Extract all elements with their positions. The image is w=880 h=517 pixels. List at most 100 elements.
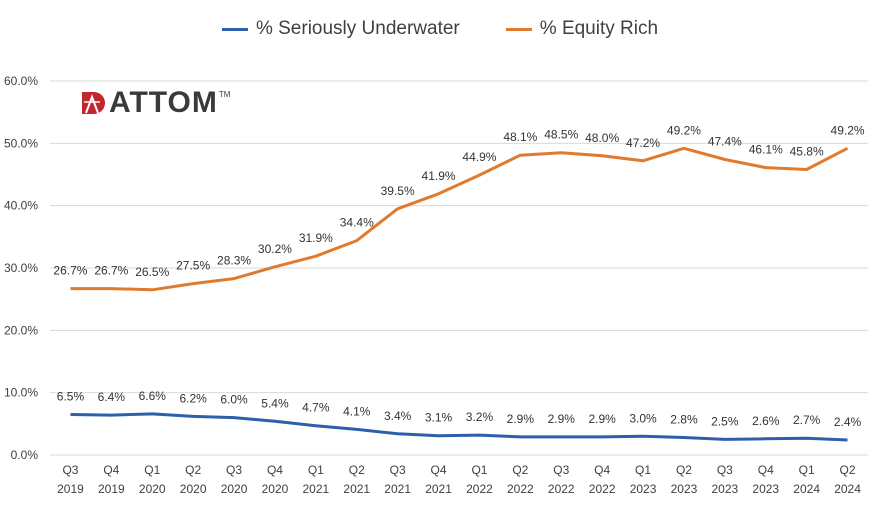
x-tick-quarter: Q3 — [390, 463, 406, 477]
data-labels: 6.5% 6.4% 6.6% 6.2% 6.0% 5.4% 4.7% 4.1% 3.4% 3.1%… — [53, 123, 864, 429]
legend: % Seriously Underwater % Equity Rich — [0, 18, 880, 40]
x-tick-quarter: Q1 — [471, 463, 487, 477]
y-tick-label: 30.0% — [4, 261, 38, 275]
data-label-equity-rich: 48.1% — [503, 130, 537, 144]
data-label-equity-rich: 48.0% — [585, 131, 619, 145]
y-tick-label: 40.0% — [4, 199, 38, 213]
x-tick-quarter: Q4 — [758, 463, 774, 477]
gridlines — [50, 80, 868, 456]
series-line-underwater — [70, 412, 848, 442]
x-tick-year: 2021 — [302, 482, 329, 496]
series-line-equity-rich — [70, 146, 849, 292]
x-tick-quarter: Q3 — [226, 463, 242, 477]
data-label-underwater: 6.0% — [220, 393, 248, 407]
data-label-underwater: 2.9% — [588, 412, 616, 426]
y-tick-label: 50.0% — [4, 136, 38, 150]
data-label-underwater: 4.7% — [302, 401, 330, 415]
x-tick-year: 2021 — [425, 482, 452, 496]
x-tick-quarter: Q1 — [144, 463, 160, 477]
data-label-underwater: 3.2% — [466, 410, 494, 424]
x-tick-quarter: Q1 — [635, 463, 651, 477]
x-tick-quarter: Q1 — [308, 463, 324, 477]
data-label-equity-rich: 47.2% — [626, 136, 660, 150]
data-label-equity-rich: 31.9% — [299, 231, 333, 245]
x-tick-year: 2020 — [221, 482, 248, 496]
legend-label-underwater: % Seriously Underwater — [255, 18, 460, 39]
legend-swatch-equity-rich — [505, 27, 532, 31]
data-label-underwater: 3.1% — [425, 411, 453, 425]
x-tick-year: 2023 — [671, 482, 698, 496]
data-label-equity-rich: 45.8% — [790, 145, 824, 159]
data-label-underwater: 2.5% — [711, 414, 739, 428]
x-tick-year: 2022 — [466, 482, 493, 496]
x-tick-quarter: Q3 — [62, 463, 78, 477]
x-tick-quarter: Q4 — [103, 463, 119, 477]
x-tick-year: 2022 — [589, 482, 616, 496]
data-label-underwater: 6.5% — [57, 389, 85, 403]
x-tick-year: 2019 — [57, 482, 84, 496]
x-tick-quarter: Q2 — [349, 463, 365, 477]
x-tick-quarter: Q1 — [799, 463, 815, 477]
data-label-underwater: 2.4% — [834, 415, 862, 429]
y-axis-ticks: 0.0% 10.0% 20.0% 30.0% 40.0% 50.0% 60.0% — [4, 74, 38, 462]
data-label-equity-rich: 28.3% — [217, 254, 251, 268]
data-label-underwater: 2.9% — [507, 412, 535, 426]
y-tick-label: 20.0% — [4, 323, 38, 337]
x-tick-quarter: Q2 — [185, 463, 201, 477]
legend-item-equity-rich[interactable]: % Equity Rich — [505, 18, 659, 40]
x-axis-ticks: Q3 2019 Q4 2019 Q1 2020 Q2 2020 Q3 2020 Q4 2020 Q1 20… — [57, 463, 861, 496]
data-label-equity-rich: 49.2% — [831, 123, 865, 137]
data-label-equity-rich: 30.2% — [258, 242, 292, 256]
x-tick-year: 2024 — [793, 482, 820, 496]
data-label-equity-rich: 49.2% — [667, 123, 701, 137]
x-tick-year: 2020 — [139, 482, 166, 496]
x-tick-year: 2020 — [180, 482, 207, 496]
legend-label-equity-rich: % Equity Rich — [539, 18, 659, 39]
legend-item-underwater[interactable]: % Seriously Underwater — [221, 18, 460, 40]
data-label-underwater: 5.4% — [261, 396, 289, 410]
legend-swatch-underwater — [221, 27, 248, 31]
data-label-underwater: 6.2% — [179, 391, 207, 405]
y-tick-label: 0.0% — [11, 448, 39, 462]
data-label-underwater: 4.1% — [343, 404, 371, 418]
data-label-underwater: 2.7% — [793, 413, 821, 427]
x-tick-year: 2023 — [752, 482, 779, 496]
data-label-equity-rich: 44.9% — [462, 150, 496, 164]
x-tick-quarter: Q3 — [717, 463, 733, 477]
data-label-equity-rich: 34.4% — [340, 216, 374, 230]
x-tick-year: 2022 — [548, 482, 575, 496]
x-tick-quarter: Q3 — [553, 463, 569, 477]
data-label-underwater: 6.6% — [139, 389, 167, 403]
x-tick-quarter: Q2 — [840, 463, 856, 477]
x-tick-quarter: Q4 — [431, 463, 447, 477]
data-label-underwater: 2.6% — [752, 414, 780, 428]
x-tick-year: 2021 — [384, 482, 411, 496]
x-tick-year: 2023 — [711, 482, 738, 496]
data-label-equity-rich: 26.7% — [94, 264, 128, 278]
series-lines — [70, 146, 849, 442]
data-label-equity-rich: 48.5% — [544, 128, 578, 142]
data-label-equity-rich: 46.1% — [749, 143, 783, 157]
attom-logo-icon — [82, 92, 105, 114]
y-tick-label: 10.0% — [4, 386, 38, 400]
x-tick-quarter: Q2 — [512, 463, 528, 477]
data-label-equity-rich: 26.5% — [135, 265, 169, 279]
data-label-underwater: 2.8% — [670, 413, 698, 427]
x-tick-quarter: Q2 — [676, 463, 692, 477]
y-tick-label: 60.0% — [4, 74, 38, 88]
x-tick-year: 2024 — [834, 482, 861, 496]
attom-logo: ATTOM TM — [80, 88, 230, 118]
x-tick-quarter: Q4 — [594, 463, 610, 477]
data-label-underwater: 6.4% — [98, 390, 126, 404]
logo-trademark: TM — [218, 90, 231, 99]
x-tick-year: 2021 — [343, 482, 370, 496]
data-label-equity-rich: 41.9% — [422, 169, 456, 183]
data-label-equity-rich: 27.5% — [176, 259, 210, 273]
x-tick-year: 2022 — [507, 482, 534, 496]
x-tick-year: 2019 — [98, 482, 125, 496]
data-label-underwater: 3.4% — [384, 409, 412, 423]
logo-text: ATTOM — [109, 86, 218, 119]
x-tick-quarter: Q4 — [267, 463, 283, 477]
data-label-equity-rich: 47.4% — [708, 135, 742, 149]
